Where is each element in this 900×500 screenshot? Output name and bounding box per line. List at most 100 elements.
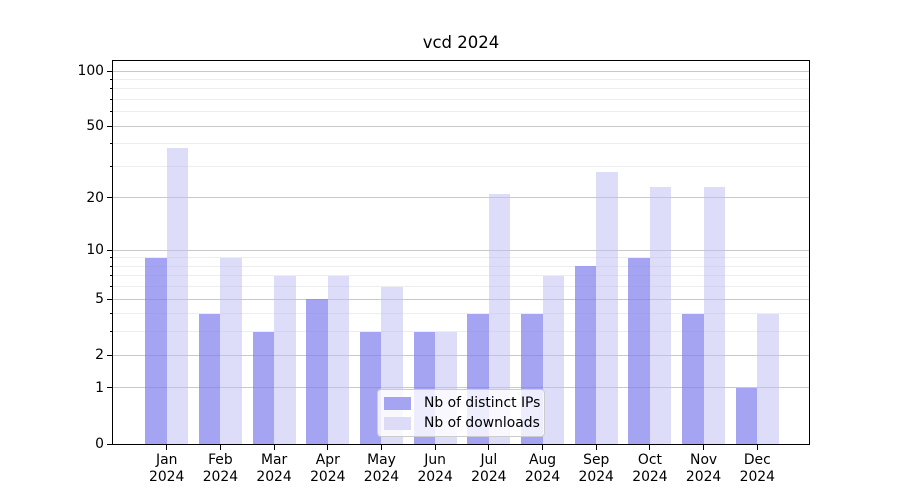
bar-ips-feb <box>198 313 221 444</box>
legend-label-downloads: Nb of downloads <box>424 415 540 431</box>
x-tick-label-jan: Jan 2024 <box>135 452 199 486</box>
bar-downloads-mar <box>274 275 296 444</box>
gridline-minor <box>113 88 809 90</box>
y-minor-tick <box>109 88 112 90</box>
y-tick <box>107 125 112 127</box>
x-tick-label-aug: Aug 2024 <box>511 452 575 486</box>
bar-downloads-oct <box>649 187 672 444</box>
gridline-major <box>113 70 809 72</box>
bar-downloads-feb <box>220 257 242 444</box>
legend-item-distinct-ips: Nb of distinct IPs <box>384 393 541 413</box>
y-tick-label-10: 10 <box>86 242 104 259</box>
x-label-month: May <box>367 452 396 468</box>
gridline-minor <box>113 78 809 80</box>
x-label-month: Jan <box>155 452 178 468</box>
y-tick-label-100: 100 <box>77 63 104 79</box>
x-tick <box>488 445 490 450</box>
x-tick <box>703 445 705 450</box>
x-tick-label-may: May 2024 <box>349 452 413 486</box>
y-tick <box>107 387 112 389</box>
gridline-minor <box>113 257 809 259</box>
bar-downloads-aug <box>542 275 565 444</box>
y-tick-label-0: 0 <box>95 436 104 452</box>
y-minor-tick <box>109 98 112 100</box>
x-label-year: 2024 <box>739 469 775 485</box>
legend: Nb of distinct IPs Nb of downloads <box>377 389 545 437</box>
x-label-month: Aug <box>528 452 557 468</box>
legend-swatch-downloads <box>384 416 411 430</box>
x-label-month: Jun <box>424 452 446 468</box>
x-tick <box>166 445 168 450</box>
gridline-minor <box>113 265 809 267</box>
x-tick-label-dec: Dec 2024 <box>725 452 789 486</box>
bar-ips-mar <box>252 331 275 444</box>
gridline-minor <box>113 143 809 145</box>
bar-downloads-nov <box>703 187 726 444</box>
x-label-month: Mar <box>260 452 288 468</box>
y-tick <box>107 298 112 300</box>
x-tick <box>756 445 758 450</box>
bar-downloads-apr <box>327 275 350 444</box>
x-label-year: 2024 <box>471 469 507 485</box>
legend-swatch-distinct-ips <box>384 396 411 410</box>
x-label-year: 2024 <box>149 469 185 485</box>
bar-ips-nov <box>682 313 704 444</box>
x-label-month: Apr <box>315 452 340 468</box>
gridline-major <box>113 298 809 300</box>
bar-ips-dec <box>735 387 758 444</box>
y-minor-tick <box>109 265 112 267</box>
x-tick <box>595 445 597 450</box>
y-tick-label-2: 2 <box>95 347 104 364</box>
bar-ips-may <box>359 331 382 444</box>
x-tick-label-nov: Nov 2024 <box>672 452 736 486</box>
x-label-year: 2024 <box>202 469 239 485</box>
legend-item-downloads: Nb of downloads <box>384 413 540 433</box>
x-tick-label-oct: Oct 2024 <box>618 452 682 486</box>
gridline-minor <box>113 165 809 167</box>
bar-ips-apr <box>306 299 328 444</box>
x-label-year: 2024 <box>524 469 561 485</box>
y-tick <box>107 354 112 356</box>
x-tick <box>542 445 544 450</box>
gridline-major <box>113 354 809 356</box>
x-label-month: Nov <box>690 452 718 468</box>
x-label-month: Feb <box>208 452 233 468</box>
x-tick <box>219 445 221 450</box>
y-tick <box>107 197 112 199</box>
gridline-minor <box>113 111 809 113</box>
y-minor-tick <box>109 143 112 145</box>
y-minor-tick <box>109 78 112 80</box>
bar-ips-oct <box>628 257 650 444</box>
x-label-year: 2024 <box>256 469 292 485</box>
x-tick <box>327 445 329 450</box>
y-tick-label-5: 5 <box>95 291 104 308</box>
y-minor-tick <box>109 111 112 113</box>
gridline-minor <box>113 286 809 288</box>
bar-downloads-dec <box>757 313 779 444</box>
x-label-year: 2024 <box>417 469 453 485</box>
gridline-major <box>113 197 809 199</box>
x-label-year: 2024 <box>685 469 722 485</box>
gridline-major <box>113 249 809 251</box>
x-tick <box>434 445 436 450</box>
x-tick-label-apr: Apr 2024 <box>296 452 360 486</box>
y-tick-label-50: 50 <box>86 118 104 135</box>
bar-ips-sep <box>574 266 597 444</box>
gridline-minor <box>113 331 809 333</box>
x-label-year: 2024 <box>632 469 668 485</box>
legend-label-distinct-ips: Nb of distinct IPs <box>424 395 541 411</box>
x-label-month: Jul <box>480 452 498 468</box>
x-tick-label-jul: Jul 2024 <box>457 452 521 486</box>
gridline-minor <box>113 313 809 315</box>
y-tick-label-20: 20 <box>86 189 104 206</box>
x-label-month: Sep <box>583 452 610 468</box>
bar-downloads-sep <box>596 171 618 444</box>
x-label-month: Oct <box>637 452 662 468</box>
y-minor-tick <box>109 313 112 315</box>
chart-title: vcd 2024 <box>422 33 500 52</box>
x-label-year: 2024 <box>310 469 346 485</box>
y-minor-tick <box>109 331 112 333</box>
y-minor-tick <box>109 286 112 288</box>
gridline-minor <box>113 98 809 100</box>
